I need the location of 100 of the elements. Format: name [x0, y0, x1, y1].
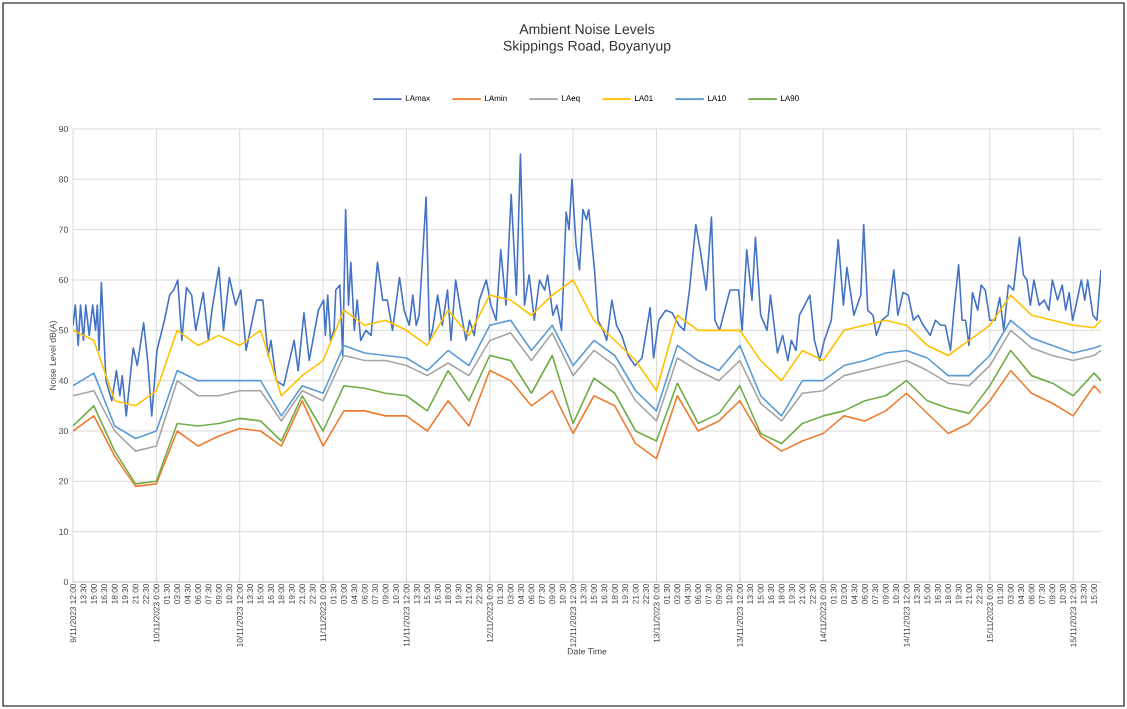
x-tick-label: 22:30 — [476, 583, 483, 604]
x-tick-label: 22:30 — [643, 583, 649, 604]
x-tick-label: 15:00 — [924, 583, 931, 604]
legend-label: LA01 — [635, 95, 653, 101]
x-tick-label: 06:00 — [1028, 583, 1035, 604]
x-tick-label: 03:00 — [674, 583, 681, 604]
y-tick-label: 70 — [59, 226, 68, 233]
x-tick-label: 19:30 — [455, 583, 462, 604]
x-tick-label: 01:30 — [163, 583, 170, 604]
x-tick-label: 11/11/2023 12:00 — [403, 583, 410, 647]
x-tick-label: 13:30 — [80, 583, 87, 604]
chart-subtitle: Skippings Road, Boyanyup — [503, 40, 671, 54]
x-tick-label: 13:30 — [1080, 583, 1087, 604]
x-tick-label: 18:00 — [278, 583, 285, 604]
x-tick-label: 07:30 — [872, 583, 879, 604]
x-tick-label: 16:30 — [268, 583, 274, 604]
x-tick-label: 06:00 — [195, 583, 201, 604]
x-tick-label: 10:30 — [893, 583, 900, 604]
x-tick-label: 03:00 — [1007, 583, 1014, 604]
y-tick-label: 50 — [59, 327, 68, 334]
line-series — [73, 349, 1102, 485]
x-tick-label: 04:30 — [351, 583, 358, 604]
x-tick-label: 14/11/2023 0:00 — [820, 583, 827, 643]
x-tick-label: 03:00 — [340, 583, 347, 604]
x-tick-label: 06:00 — [861, 583, 868, 604]
x-tick-label: 01:30 — [497, 583, 504, 604]
x-tick-label: 18:00 — [111, 583, 118, 604]
chart-title: Ambient Noise Levels — [519, 23, 655, 35]
x-tick-label: 18:00 — [945, 583, 952, 604]
x-tick-label: 18:00 — [778, 583, 785, 604]
x-tick-label: 19:30 — [788, 583, 795, 604]
x-tick-label: 14/11/2023 12:00 — [903, 583, 910, 647]
line-series — [73, 329, 1102, 452]
x-tick-label: 16:30 — [768, 583, 775, 604]
y-tick-label: 90 — [59, 125, 68, 133]
x-tick-label: 19:30 — [955, 583, 962, 604]
line-series — [73, 153, 1102, 417]
y-axis-title: Noise Level dB(A) — [49, 321, 58, 390]
x-tick-label: 21:00 — [966, 583, 972, 604]
x-axis-title: Date Time — [567, 648, 607, 655]
x-tick-label: 15:00 — [591, 583, 597, 604]
x-tick-label: 01:30 — [997, 583, 1004, 604]
x-tick-label: 13:30 — [580, 583, 587, 604]
x-tick-label: 21:00 — [799, 583, 806, 604]
x-tick-label: 01:30 — [330, 583, 337, 604]
x-tick-label: 10:30 — [393, 583, 399, 604]
x-tick-label: 09:00 — [882, 583, 889, 604]
x-tick-label: 21:00 — [132, 583, 139, 604]
x-tick-label: 13/11/2023 0:00 — [653, 583, 660, 643]
x-tick-label: 04:30 — [851, 583, 858, 604]
x-tick-label: 15/11/2023 0:00 — [986, 583, 993, 643]
y-tick-label: 40 — [58, 377, 68, 384]
x-tick-label: 11/11/2023 0:00 — [320, 583, 327, 642]
y-tick-label: 30 — [58, 427, 68, 435]
x-tick-label: 09:00 — [716, 583, 722, 604]
x-tick-label: 21:00 — [299, 583, 306, 604]
x-tick-label: 15:00 — [90, 583, 97, 604]
x-tick-label: 13:30 — [413, 583, 420, 604]
x-tick-label: 10/11/2023 0:00 — [153, 583, 160, 643]
x-tick-label: 19:30 — [288, 583, 295, 604]
x-tick-label: 15/11/2023 12:00 — [1070, 583, 1077, 647]
x-tick-label: 19:30 — [122, 583, 129, 604]
x-tick-label: 16:30 — [434, 583, 441, 604]
x-tick-label: 19:30 — [622, 583, 629, 604]
x-tick-label: 15:00 — [1091, 583, 1097, 604]
x-tick-label: 06:00 — [695, 583, 702, 604]
x-tick-label: 03:00 — [507, 583, 514, 604]
x-tick-label: 07:30 — [372, 583, 379, 604]
y-tick-label: 20 — [59, 478, 68, 485]
x-tick-label: 10:30 — [559, 583, 566, 604]
x-tick-label: 22:30 — [143, 583, 149, 604]
x-tick-label: 10:30 — [226, 583, 233, 604]
legend-label: LA90 — [781, 95, 799, 101]
x-tick-label: 09:00 — [215, 583, 222, 604]
x-tick-label: 15:00 — [257, 583, 264, 604]
x-tick-label: 22:30 — [309, 583, 316, 604]
x-tick-label: 07:30 — [538, 583, 545, 604]
y-tick-label: 10 — [59, 528, 68, 535]
x-tick-label: 04:30 — [684, 583, 691, 604]
x-tick-label: 01:30 — [663, 583, 670, 604]
x-tick-label: 10:30 — [726, 583, 733, 604]
x-tick-label: 09:00 — [382, 583, 389, 604]
y-tick-label: 80 — [59, 176, 68, 183]
x-tick-label: 04:30 — [184, 583, 191, 604]
legend-label: LA10 — [708, 95, 726, 101]
x-tick-label: 18:00 — [445, 583, 452, 604]
x-tick-label: 12/11/2023 12:00 — [570, 583, 577, 647]
x-tick-label: 10/11/2023 12:00 — [236, 583, 243, 647]
x-tick-label: 07:30 — [205, 583, 212, 604]
x-tick-label: 18:00 — [611, 583, 618, 604]
x-tick-label: 01:30 — [830, 583, 837, 604]
x-tick-label: 13:30 — [914, 583, 920, 604]
x-tick-label: 22:30 — [976, 583, 983, 604]
legend-label: LAmin — [485, 95, 507, 102]
x-tick-label: 15:00 — [424, 583, 431, 604]
x-tick-label: 22:30 — [809, 583, 816, 604]
x-tick-label: 15:00 — [757, 583, 764, 604]
legend-label: LAmax — [405, 95, 431, 101]
x-tick-label: 13/11/2023 12:00 — [736, 583, 743, 647]
x-tick-label: 13:30 — [747, 583, 754, 604]
